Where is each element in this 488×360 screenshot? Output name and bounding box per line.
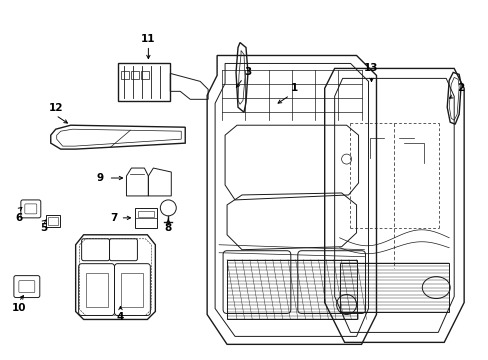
Text: 7: 7: [110, 213, 117, 223]
Text: 5: 5: [40, 223, 47, 233]
Text: 11: 11: [141, 33, 155, 44]
Text: 2: 2: [457, 84, 464, 93]
Text: 13: 13: [364, 63, 378, 73]
Text: 12: 12: [48, 103, 63, 113]
Text: 3: 3: [244, 67, 251, 77]
Text: 10: 10: [12, 302, 26, 312]
Text: 1: 1: [290, 84, 298, 93]
Text: 9: 9: [97, 173, 104, 183]
Text: 6: 6: [15, 213, 22, 223]
Text: 8: 8: [164, 223, 172, 233]
Text: 4: 4: [117, 312, 124, 323]
